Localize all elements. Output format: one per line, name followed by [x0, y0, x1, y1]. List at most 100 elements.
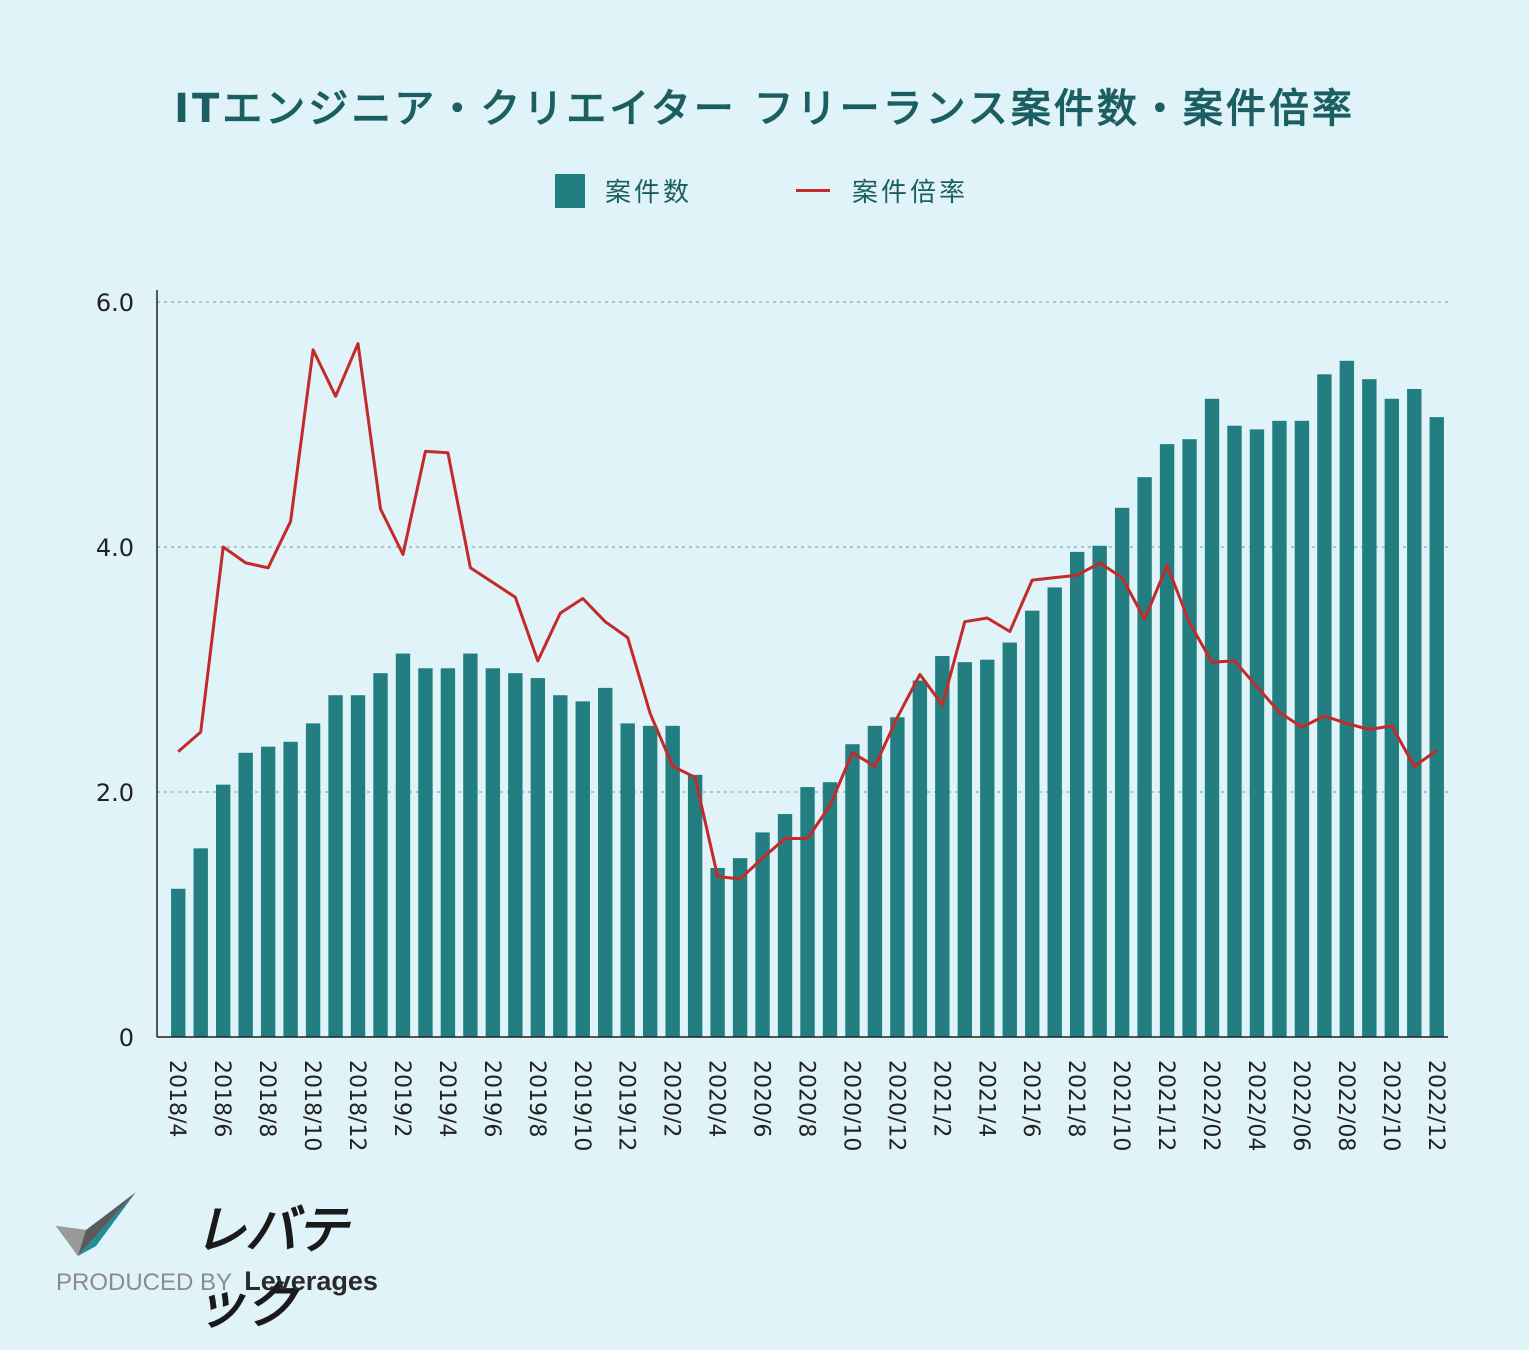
bar — [373, 673, 388, 1037]
bar — [1384, 398, 1400, 1037]
bar — [1407, 388, 1422, 1038]
x-tick-label: 2018/10 — [299, 1060, 324, 1151]
bar — [710, 867, 725, 1037]
bar — [530, 678, 546, 1037]
bar — [1114, 507, 1130, 1037]
x-tick-label: 2019/4 — [434, 1060, 459, 1137]
bar — [800, 787, 815, 1037]
bar — [822, 782, 838, 1037]
bar — [283, 741, 298, 1037]
logo-name: レバテック — [194, 1201, 348, 1336]
legend-bar-label: 案件数 — [605, 178, 693, 208]
bar — [215, 784, 231, 1037]
bar — [171, 888, 186, 1037]
x-tick-label: 2019/12 — [614, 1060, 639, 1151]
bar — [1047, 587, 1062, 1037]
legend-bar-swatch — [555, 173, 585, 208]
bar — [1182, 439, 1197, 1037]
bar — [755, 832, 770, 1037]
logo-check-icon — [56, 1192, 136, 1256]
bar — [598, 687, 613, 1037]
x-tick-label: 2022/02 — [1198, 1060, 1223, 1151]
bar — [1249, 429, 1265, 1037]
legend-line-label: 案件倍率 — [852, 178, 969, 208]
x-tick-label: 2022/06 — [1288, 1060, 1313, 1151]
x-tick-label: 2019/10 — [569, 1060, 594, 1151]
x-tick-label: 2021/2 — [928, 1060, 953, 1137]
bar — [665, 725, 680, 1037]
bar — [508, 673, 523, 1037]
legend-item-line: 案件倍率 — [796, 172, 968, 209]
produced-by: PRODUCED BY Leverages — [56, 1266, 378, 1297]
x-tick-label: 2020/12 — [883, 1060, 908, 1151]
bar — [1227, 425, 1242, 1038]
x-tick-label: 2021/10 — [1108, 1060, 1133, 1151]
bar — [687, 774, 703, 1037]
x-tick-label: 2019/8 — [524, 1060, 549, 1137]
bar — [193, 848, 208, 1037]
bar — [260, 746, 276, 1037]
y-tick-label: 4.0 — [96, 534, 134, 562]
bar — [1317, 374, 1332, 1037]
x-tick-label: 2021/12 — [1153, 1060, 1178, 1151]
bar — [1069, 551, 1085, 1037]
x-tick-label: 2018/6 — [209, 1060, 234, 1137]
bar — [1362, 379, 1377, 1037]
x-tick-label: 2020/2 — [659, 1060, 684, 1137]
bar — [980, 659, 995, 1037]
x-tick-label: 2021/6 — [1018, 1060, 1043, 1137]
bar — [1429, 417, 1444, 1037]
bar — [440, 668, 456, 1037]
bar — [485, 668, 501, 1037]
bar — [553, 695, 568, 1037]
x-tick-label: 2019/6 — [479, 1060, 504, 1137]
chart-title: ITエンジニア・クリエイター フリーランス案件数・案件倍率 — [174, 86, 1355, 132]
x-tick-label: 2018/4 — [164, 1060, 189, 1137]
bar — [238, 752, 253, 1037]
x-tick-label: 2020/8 — [794, 1060, 819, 1137]
bar — [620, 723, 635, 1037]
bar — [1159, 444, 1175, 1038]
bar — [890, 717, 905, 1037]
bar — [912, 680, 928, 1037]
bar — [867, 725, 883, 1037]
bar — [305, 723, 321, 1037]
x-tick-label: 2022/04 — [1243, 1060, 1268, 1151]
x-tick-label: 2021/4 — [973, 1060, 998, 1137]
bar — [328, 695, 343, 1037]
bar — [1204, 398, 1220, 1037]
legend-line-swatch — [796, 189, 831, 192]
x-tick-label: 2020/10 — [838, 1060, 863, 1151]
x-tick-label: 2019/2 — [389, 1060, 414, 1137]
series-line — [177, 342, 1438, 881]
brand-name: Leverages — [244, 1266, 378, 1296]
logo: レバテック PRODUCED BY Leverages — [56, 1188, 396, 1336]
x-tick-label: 2018/12 — [344, 1060, 369, 1151]
produced-by-label: PRODUCED BY — [56, 1269, 232, 1296]
y-tick-label: 2.0 — [96, 779, 134, 807]
bar — [463, 653, 478, 1037]
bar — [1272, 420, 1287, 1037]
y-tick-label: 0 — [119, 1024, 134, 1052]
bar — [1137, 477, 1152, 1037]
bar — [935, 656, 950, 1037]
bar — [845, 744, 860, 1037]
x-tick-label: 2021/8 — [1063, 1060, 1088, 1137]
x-tick-label: 2022/10 — [1378, 1060, 1403, 1151]
bar — [418, 668, 433, 1037]
x-tick-label: 2022/12 — [1423, 1060, 1448, 1151]
bar — [575, 701, 590, 1037]
x-tick-label: 2020/4 — [704, 1060, 729, 1137]
bar — [642, 725, 658, 1037]
bar — [732, 858, 748, 1037]
x-tick-label: 2018/8 — [254, 1060, 279, 1137]
bar — [777, 814, 793, 1037]
bar — [1002, 642, 1017, 1037]
legend: 案件数 案件倍率 — [555, 172, 968, 209]
bar — [350, 695, 366, 1037]
bar — [395, 653, 411, 1037]
y-tick-label: 6.0 — [96, 289, 134, 317]
bar — [1025, 610, 1040, 1037]
bar — [957, 662, 973, 1037]
